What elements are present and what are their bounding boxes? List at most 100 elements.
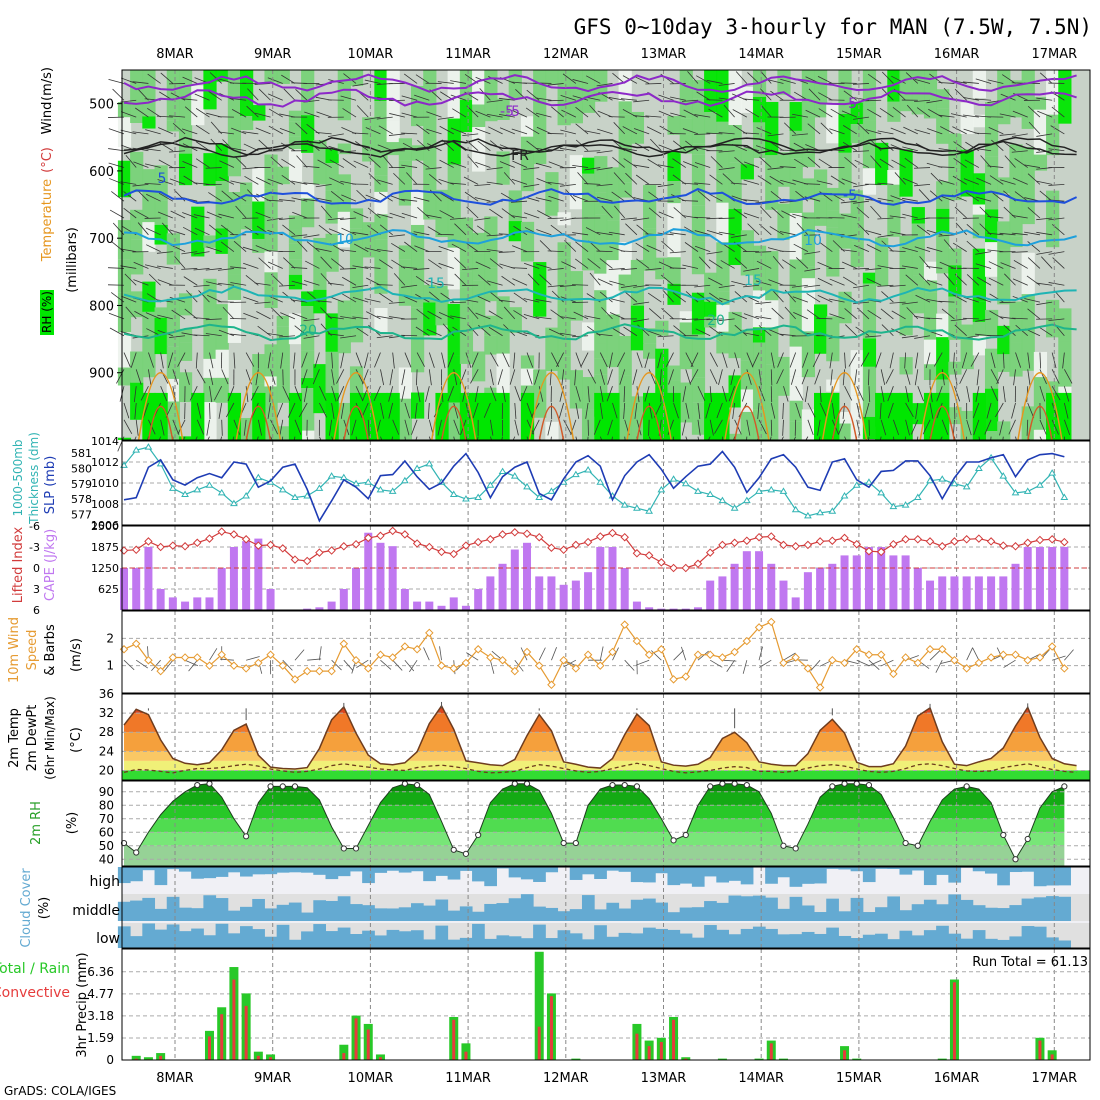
wind-barb (523, 183, 540, 188)
wind-barb (535, 162, 552, 168)
rh-cell (288, 149, 303, 182)
li-point (669, 563, 678, 573)
wind-barb (709, 386, 712, 403)
wind-barb (189, 386, 198, 401)
wind-barb (648, 207, 662, 219)
wind-barb (887, 386, 894, 402)
wind-barb (342, 108, 357, 118)
wind-barb (572, 284, 589, 286)
rh-cell (154, 392, 168, 440)
thickness-point (462, 495, 470, 502)
wind-barb (255, 127, 271, 135)
wind-barb (747, 223, 760, 236)
wind-barb (606, 386, 613, 402)
wind-barb (681, 318, 699, 321)
wind-barb (610, 327, 625, 337)
wind-barb (428, 259, 442, 269)
wind-barb (658, 144, 674, 152)
wind-barb (609, 312, 625, 320)
wind-barb (464, 191, 479, 202)
thickness-tick-label: 578 (71, 493, 92, 506)
contour-label: -5 (843, 96, 857, 112)
wind-barb (250, 386, 259, 401)
wind-barb (843, 90, 857, 101)
wind-barb (905, 386, 910, 402)
wind-barb (195, 352, 198, 369)
rh-cell (557, 257, 571, 304)
wind-barb (770, 352, 775, 369)
wind-barb (366, 277, 381, 286)
wind-barb (133, 161, 149, 168)
wind-barb (513, 310, 528, 320)
wind-barb (536, 177, 552, 185)
wind-barb (304, 280, 320, 286)
rh-cell (789, 102, 803, 131)
wind-barb (1026, 275, 1041, 286)
wind-speed-point (693, 650, 703, 659)
rh-cell (679, 105, 693, 119)
wind-barb (1012, 110, 1028, 118)
wind-barb (757, 402, 760, 419)
wind-barb (340, 249, 357, 253)
wind-barb (1027, 173, 1041, 185)
wind-barb (181, 268, 198, 270)
wind-barb (880, 308, 894, 320)
wind-barb (291, 197, 308, 202)
rh-cell (227, 120, 242, 149)
wind-speed-point (828, 655, 837, 665)
rh-cell (252, 354, 266, 384)
rh-cell (374, 191, 388, 215)
rh-cell (520, 116, 535, 137)
rh-cell (215, 228, 229, 254)
rh-tick-label: 50 (99, 839, 114, 853)
wind-barb (355, 386, 364, 401)
wind-barb (842, 276, 857, 286)
precip-total-bar (131, 1055, 141, 1060)
wind-barb (880, 386, 885, 402)
li-point (547, 543, 556, 552)
wind-barb (145, 129, 161, 135)
wind-barb (830, 175, 845, 185)
cape-bar (791, 597, 800, 610)
wind-barb (829, 278, 845, 286)
rh-point (853, 780, 860, 787)
wind-barb (182, 160, 198, 168)
wind-barb (437, 116, 454, 120)
cloud-bar (581, 939, 595, 948)
cape-bar (449, 597, 458, 610)
y-tick-label: 800 (89, 299, 114, 314)
wind-barb (177, 419, 186, 435)
cloud-bar (472, 867, 485, 882)
axis-label-dewpt: 2m DewPt (25, 705, 40, 772)
rh-cell (887, 392, 901, 440)
wind-barb (565, 188, 577, 202)
wind-barb (718, 97, 735, 101)
wind-barb (614, 205, 626, 219)
wind-barb (280, 142, 296, 152)
cape-bar (693, 607, 702, 610)
wind-barb (559, 332, 576, 337)
wind-barb (990, 369, 1000, 384)
cloud-bar (423, 905, 436, 921)
wind-speed-point (473, 645, 483, 654)
wind-barb (986, 402, 992, 419)
wind-barb (620, 98, 637, 101)
cloud-bar (667, 867, 681, 886)
rh-cell (117, 220, 132, 260)
rh-cell (862, 106, 877, 121)
wind-barb (599, 369, 606, 385)
cloud-bar (618, 932, 632, 948)
wind-speed-point (950, 655, 959, 665)
precip-total-bar (717, 1058, 727, 1060)
wind-barb (356, 189, 369, 202)
panel-frame (121, 693, 1091, 781)
temp-base-band (122, 770, 1090, 780)
cape-bar (352, 568, 361, 610)
cloud-bar (923, 899, 937, 921)
wind-barb (935, 660, 943, 673)
rh-cell (264, 272, 278, 308)
wind-barb (425, 214, 442, 219)
li-point (473, 537, 483, 547)
